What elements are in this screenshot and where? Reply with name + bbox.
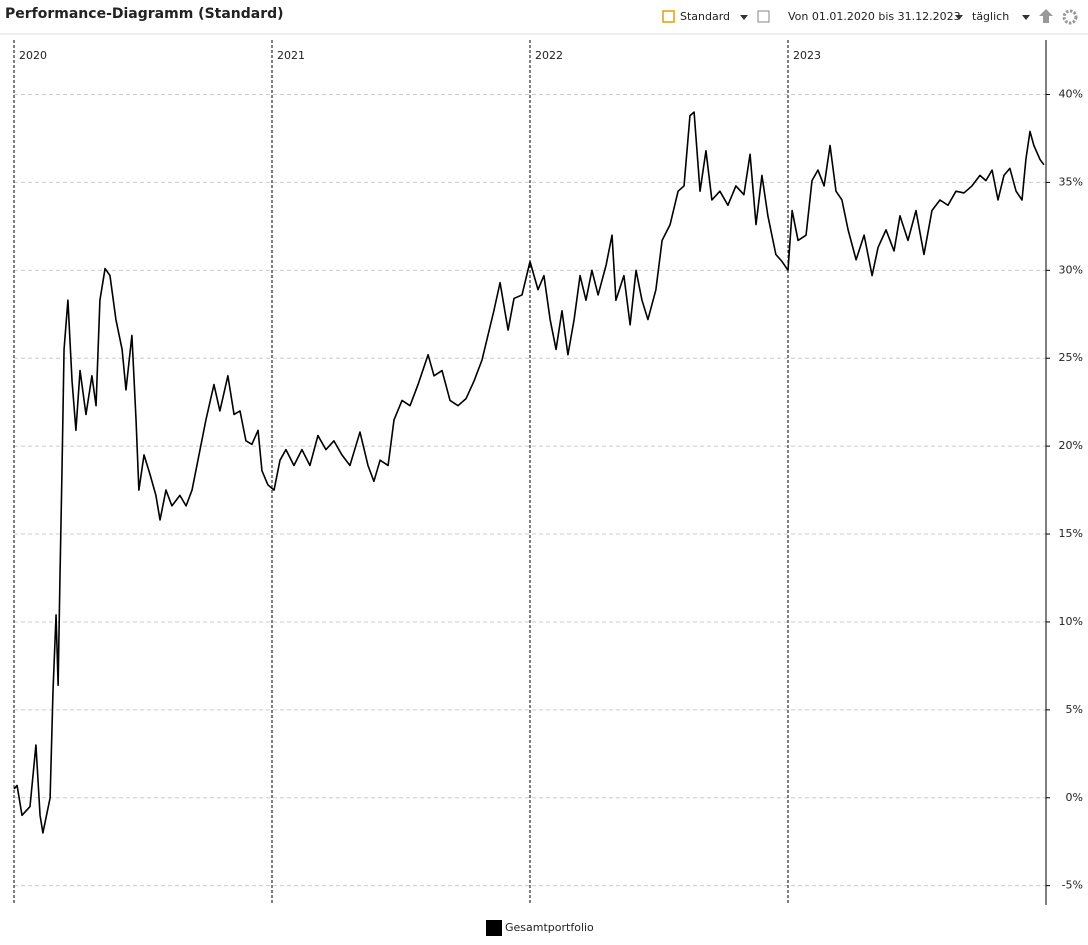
x-tick-label: 2020 [19, 49, 47, 62]
y-tick-label: 0% [1066, 791, 1083, 804]
period-dropdown[interactable] [955, 15, 963, 20]
y-tick-label: 40% [1059, 88, 1083, 101]
y-tick-label: 35% [1059, 175, 1083, 188]
y-tick-label: 15% [1059, 527, 1083, 540]
series-line [13, 111, 1045, 834]
period-select[interactable]: Von 01.01.2020 bis 31.12.2023 [788, 10, 961, 23]
view-dropdown[interactable] [740, 15, 748, 20]
y-tick-label: 20% [1059, 439, 1083, 452]
view-select[interactable]: Standard [680, 10, 730, 23]
settings-icon[interactable] [1062, 9, 1078, 25]
y-tick-label: -5% [1062, 879, 1083, 892]
y-tick-label: 30% [1059, 263, 1083, 276]
y-tick-label: 25% [1059, 351, 1083, 364]
interval-select[interactable]: täglich [972, 10, 1009, 23]
x-tick-label: 2023 [793, 49, 821, 62]
export-icon[interactable] [1039, 9, 1053, 23]
interval-dropdown[interactable] [1022, 15, 1030, 20]
copy-icon[interactable] [757, 10, 770, 23]
legend-label: Gesamtportfolio [505, 921, 594, 934]
x-tick-label: 2022 [535, 49, 563, 62]
chart-title: Performance-Diagramm (Standard) [5, 6, 284, 22]
legend-swatch [486, 920, 502, 936]
view-icon[interactable] [662, 10, 675, 23]
y-tick-label: 10% [1059, 615, 1083, 628]
plot-area: -5% 0% 5% 10% 15% 20% 25% 30% 35% 40% 2020 2021 2022… [13, 40, 1083, 905]
y-tick-label: 5% [1066, 703, 1083, 716]
x-tick-label: 2021 [277, 49, 305, 62]
